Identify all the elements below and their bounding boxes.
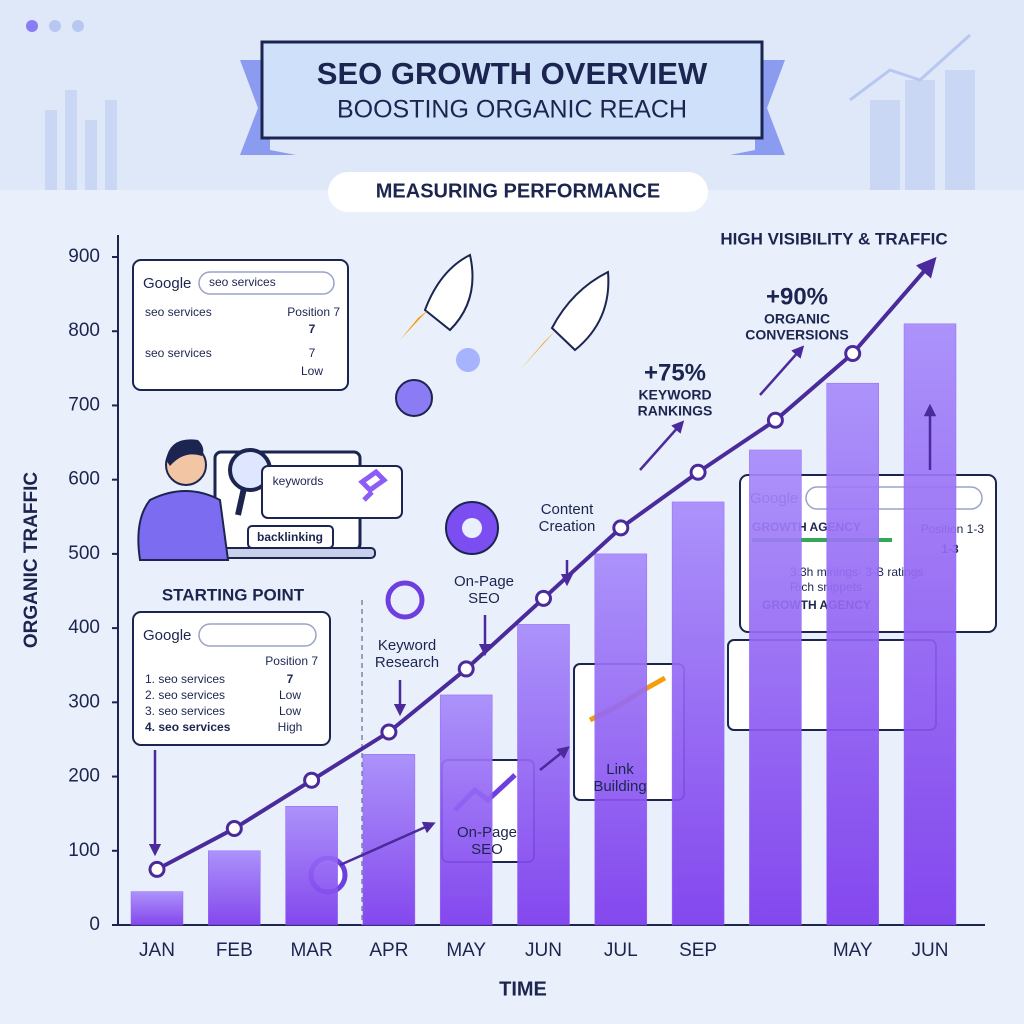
annotation: MEASURING PERFORMANCE bbox=[376, 180, 660, 202]
bar bbox=[285, 805, 338, 926]
line-point bbox=[457, 660, 475, 678]
pill bbox=[328, 172, 708, 212]
y-tick-label: 0 bbox=[89, 914, 100, 935]
y-tick-label: 800 bbox=[68, 320, 100, 341]
card-text: 2. seo services bbox=[145, 688, 225, 702]
annotation: Building bbox=[593, 778, 646, 795]
card-text: 7 bbox=[309, 346, 316, 360]
line-point bbox=[535, 589, 552, 607]
google-logo: Google bbox=[143, 627, 191, 644]
line-point bbox=[148, 860, 166, 878]
card-text: 3. seo services bbox=[145, 704, 225, 718]
annotation: SEO bbox=[468, 590, 500, 607]
pointer-arrow bbox=[539, 746, 570, 771]
y-tick-label: 400 bbox=[68, 617, 100, 638]
annotation: +90% bbox=[766, 283, 828, 310]
y-tick-label: 600 bbox=[68, 469, 100, 490]
search-box bbox=[198, 623, 317, 647]
card-text: 7 bbox=[309, 322, 316, 336]
card-text: seo services bbox=[145, 305, 212, 319]
title-banner bbox=[260, 40, 764, 140]
annotation: backlinking bbox=[257, 530, 323, 544]
line-point bbox=[844, 344, 862, 362]
card-text: Low bbox=[279, 704, 301, 718]
annotation: ORGANIC bbox=[764, 311, 830, 327]
x-tick-label: JUN bbox=[525, 940, 562, 961]
x-tick-label: SEP bbox=[679, 940, 717, 961]
card-text: High bbox=[278, 720, 303, 734]
pointer-arrow bbox=[759, 345, 805, 396]
card-text: Low bbox=[279, 688, 301, 702]
bg-trend bbox=[849, 33, 972, 102]
y-tick-label: 700 bbox=[68, 394, 100, 415]
annotation: Creation bbox=[539, 518, 596, 535]
bar bbox=[208, 850, 261, 926]
annotation: CONVERSIONS bbox=[745, 327, 848, 343]
search-box bbox=[198, 271, 335, 295]
dot bbox=[72, 20, 84, 32]
x-tick-label: JUL bbox=[604, 940, 638, 961]
bar bbox=[362, 754, 416, 926]
bg-city bbox=[45, 70, 975, 190]
x-tick-label: MAY bbox=[446, 940, 486, 961]
annotation: Keyword bbox=[378, 637, 436, 654]
x-tick-label: MAY bbox=[833, 940, 873, 961]
pointer-arrow bbox=[639, 420, 685, 471]
title: SEO GROWTH OVERVIEW bbox=[317, 56, 708, 91]
pointer-arrow bbox=[339, 821, 436, 867]
y-axis-label: ORGANIC TRAFFIC bbox=[21, 472, 42, 649]
annotation: Content bbox=[541, 501, 594, 518]
x-axis-label: TIME bbox=[499, 978, 547, 1000]
annotation: RANKINGS bbox=[638, 403, 713, 419]
card-text: seo services bbox=[145, 346, 212, 360]
y-tick-label: 100 bbox=[68, 840, 100, 861]
annotation: Research bbox=[375, 654, 439, 671]
card-text: 7 bbox=[287, 672, 294, 686]
line-point bbox=[612, 519, 630, 537]
line-point bbox=[225, 820, 243, 838]
annotation: SEO bbox=[471, 841, 503, 858]
card-text: Low bbox=[301, 364, 323, 378]
card-text: 4. seo services bbox=[145, 720, 231, 734]
y-tick-label: 500 bbox=[68, 543, 100, 564]
search-query: seo services bbox=[209, 275, 276, 289]
y-tick-label: 200 bbox=[68, 766, 100, 787]
result-bar bbox=[752, 538, 892, 542]
annotation: On-Page bbox=[454, 573, 514, 590]
card-text: 1. seo services bbox=[145, 672, 225, 686]
y-tick-label: 900 bbox=[68, 246, 100, 267]
bar bbox=[594, 553, 648, 926]
annotation: On-Page bbox=[457, 824, 517, 841]
line-point bbox=[303, 771, 321, 789]
bar bbox=[130, 891, 184, 926]
dot bbox=[49, 20, 61, 32]
annotation: HIGH VISIBILITY & TRAFFIC bbox=[720, 229, 947, 248]
line-point bbox=[689, 463, 707, 481]
annotation: Link bbox=[606, 761, 634, 778]
x-tick-label: MAR bbox=[290, 940, 332, 961]
subtitle: BOOSTING ORGANIC REACH bbox=[337, 96, 687, 124]
y-tick-label: 300 bbox=[68, 691, 100, 712]
card-text: Position 7 bbox=[265, 654, 318, 668]
card-text: Position 7 bbox=[287, 305, 340, 319]
bar bbox=[671, 501, 725, 926]
annotation: keywords bbox=[273, 474, 324, 488]
bar bbox=[749, 449, 802, 926]
x-tick-label: JUN bbox=[912, 940, 949, 961]
x-tick-label: FEB bbox=[216, 940, 253, 961]
bar bbox=[439, 694, 493, 926]
dot bbox=[26, 20, 38, 32]
annotation: STARTING POINT bbox=[162, 585, 305, 604]
line-point bbox=[766, 411, 784, 429]
person-illustration bbox=[137, 439, 403, 561]
annotation: +75% bbox=[644, 359, 706, 386]
bar bbox=[517, 624, 570, 926]
bar bbox=[826, 382, 879, 926]
google-logo: Google bbox=[143, 275, 191, 292]
annotation: KEYWORD bbox=[638, 387, 711, 403]
x-tick-label: JAN bbox=[139, 940, 175, 961]
x-tick-label: APR bbox=[369, 940, 408, 961]
line-point bbox=[380, 723, 398, 741]
